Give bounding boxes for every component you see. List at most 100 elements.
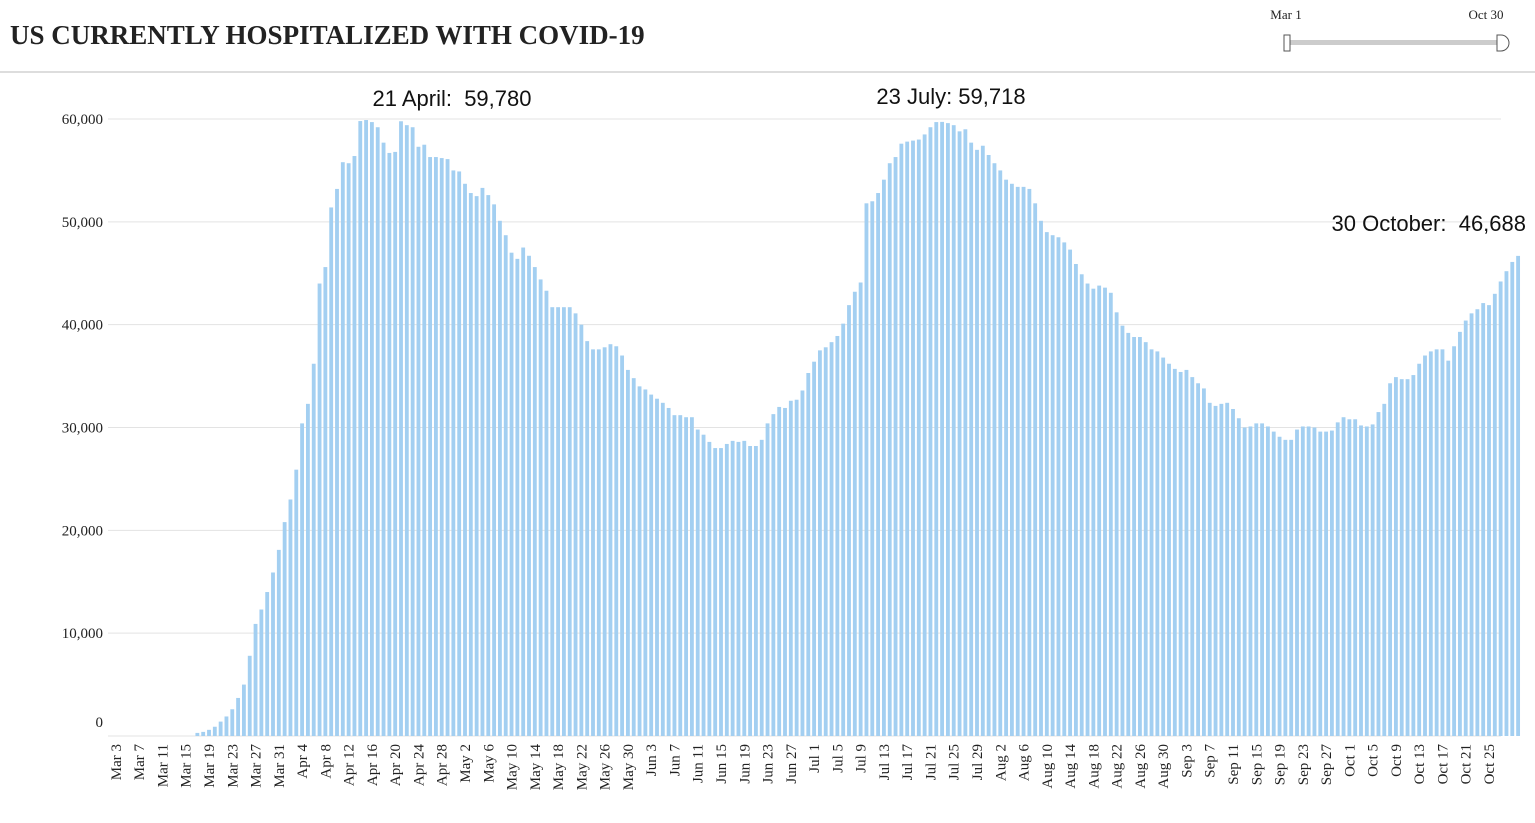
bar [1126, 332, 1131, 736]
bar [212, 726, 217, 736]
bar [596, 349, 601, 736]
bar [1498, 281, 1503, 736]
y-tick-label: 40,000 [62, 318, 103, 334]
bar [1225, 402, 1230, 736]
bar [1475, 309, 1480, 736]
bar [957, 131, 962, 737]
bar [1277, 436, 1282, 736]
bar [1446, 360, 1451, 736]
bar [1370, 424, 1375, 736]
x-tick-label: Aug 14 [1063, 744, 1079, 789]
bar [1132, 337, 1137, 736]
bar [515, 258, 520, 736]
bar [777, 406, 782, 736]
bar [1492, 293, 1497, 736]
bar [207, 729, 211, 736]
bar [881, 179, 886, 737]
x-tick-label: Apr 16 [365, 744, 381, 787]
bar [742, 440, 747, 736]
x-tick-label: Apr 4 [295, 744, 311, 779]
annotation: 30 October: 46,688 [1332, 211, 1526, 236]
bar [1068, 249, 1073, 736]
bar [399, 121, 403, 737]
bar [404, 125, 409, 737]
x-tick-label: Jun 19 [737, 744, 753, 784]
bar [463, 183, 467, 736]
x-tick-label: Jul 25 [947, 744, 963, 780]
bar [835, 335, 840, 736]
bar [527, 255, 531, 737]
bar [1388, 383, 1393, 736]
bar [963, 129, 968, 737]
bar [1009, 183, 1014, 736]
x-tick-label: Aug 6 [1017, 744, 1033, 782]
x-tick-label: Aug 30 [1156, 744, 1172, 789]
x-tick-label: Sep 3 [1179, 744, 1195, 778]
bar [1039, 220, 1043, 736]
bar [1359, 425, 1363, 736]
x-tick-label: Jul 5 [830, 744, 846, 773]
bar [643, 389, 648, 736]
bar [1213, 405, 1218, 736]
bar [468, 193, 473, 737]
slider-start-handle[interactable] [1283, 34, 1291, 52]
bar [1423, 355, 1427, 736]
bar [1190, 377, 1195, 736]
bar [195, 732, 200, 736]
bar [748, 446, 753, 736]
bar [1376, 412, 1381, 736]
x-tick-label: Oct 21 [1459, 744, 1475, 784]
bar [1236, 418, 1241, 736]
x-tick-label: Mar 11 [155, 744, 171, 787]
y-tick-label: 0 [96, 715, 104, 731]
bar [771, 414, 776, 736]
bar [614, 346, 619, 736]
bar [1015, 186, 1020, 736]
bar [1248, 426, 1253, 736]
slider-end-label: Oct 30 [1468, 7, 1503, 22]
bar [1108, 292, 1113, 736]
bar [969, 142, 974, 736]
x-tick-label: Sep 23 [1296, 744, 1312, 785]
bar [201, 731, 206, 736]
bar [911, 140, 915, 737]
bar [352, 156, 357, 736]
bar [841, 323, 846, 736]
bar [1114, 312, 1119, 736]
x-tick-label: Oct 1 [1342, 744, 1358, 777]
slider-end-handle[interactable] [1496, 34, 1510, 52]
bar [905, 141, 910, 736]
range-slider[interactable]: Mar 1 Oct 30 [1270, 7, 1510, 52]
bar [1254, 423, 1259, 736]
x-tick-label: Jun 11 [691, 744, 707, 783]
bar [317, 283, 322, 736]
bar [672, 415, 677, 736]
bar [1283, 439, 1288, 736]
bar [852, 291, 857, 736]
bar [1393, 377, 1398, 736]
x-tick-label: Jul 17 [900, 744, 916, 781]
bar [1457, 331, 1462, 736]
bar [1347, 419, 1352, 736]
x-tick-label: Jun 15 [714, 744, 730, 784]
bar [305, 403, 310, 736]
x-tick-label: Jul 21 [923, 744, 939, 780]
bar [1062, 242, 1067, 736]
bar [1312, 427, 1317, 736]
bar [713, 448, 718, 736]
x-tick-label: Jul 1 [807, 744, 823, 773]
bar [428, 157, 433, 736]
bar [224, 716, 229, 736]
y-tick-label: 60,000 [62, 112, 103, 128]
bar [876, 193, 881, 737]
bar [625, 369, 630, 736]
bar [1161, 357, 1166, 736]
bar [631, 378, 636, 736]
bar [503, 235, 508, 736]
bar [1382, 403, 1387, 736]
bar [1260, 423, 1265, 736]
bar [532, 267, 537, 736]
bar [1452, 346, 1457, 736]
bar [666, 407, 671, 736]
x-tick-label: Mar 23 [225, 744, 241, 788]
